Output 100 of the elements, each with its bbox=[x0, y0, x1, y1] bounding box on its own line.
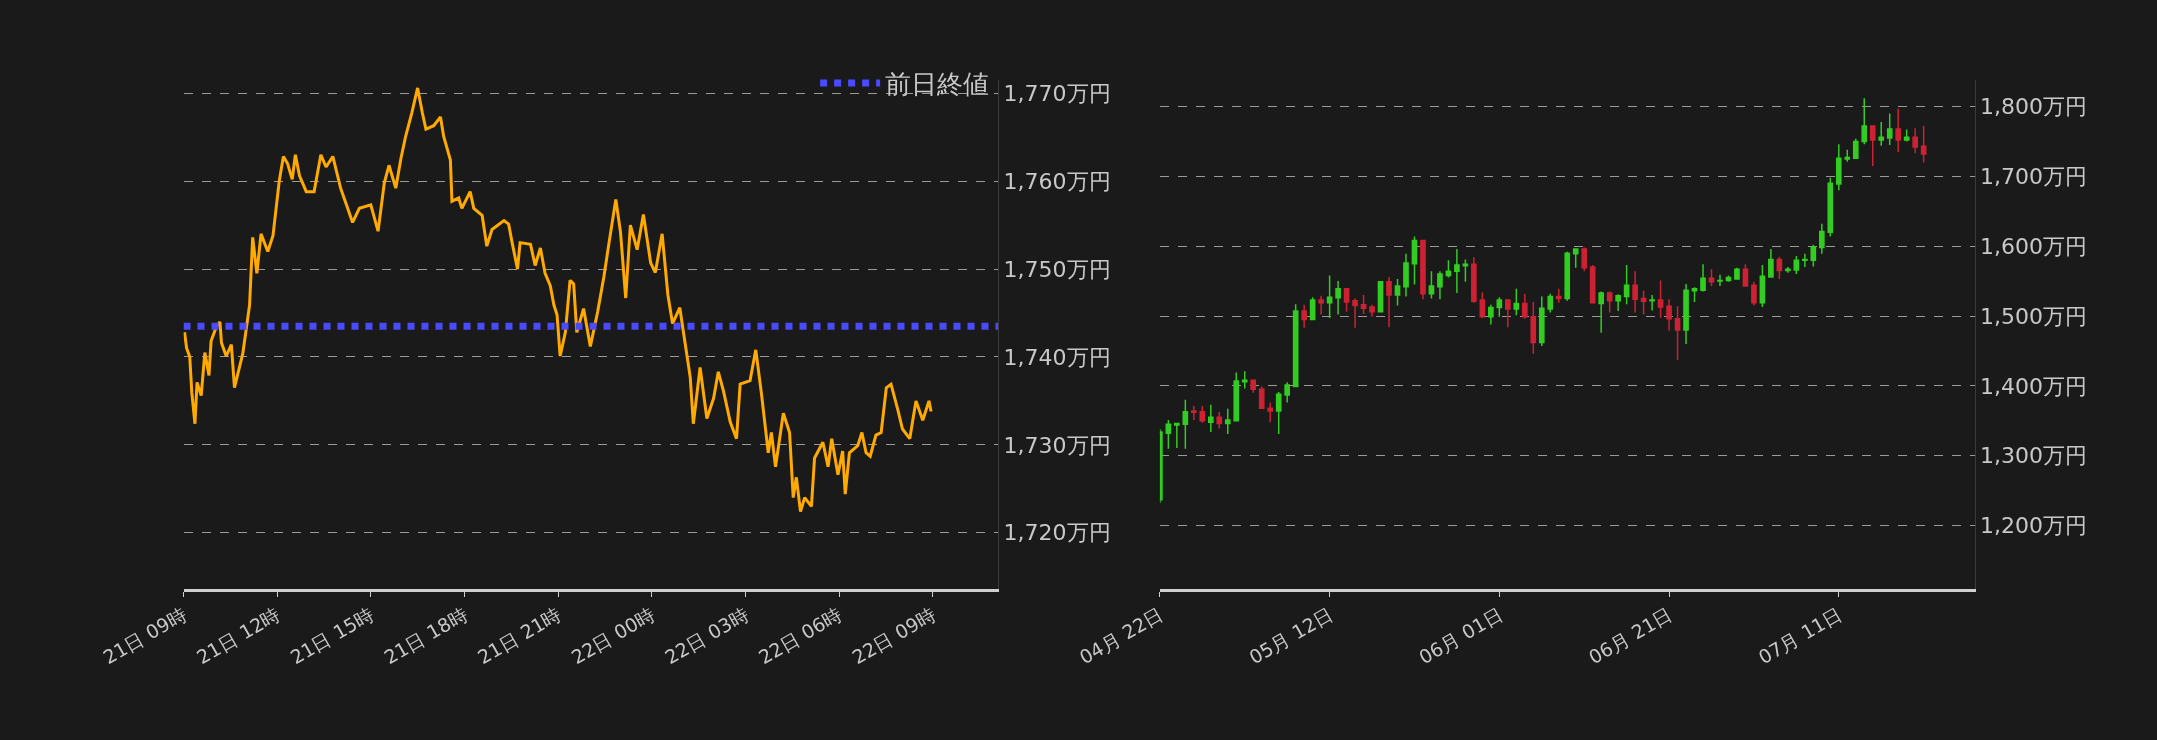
candlestick bbox=[1640, 290, 1647, 316]
candlestick bbox=[1886, 112, 1893, 146]
x-tick-label: 07月 11日 bbox=[1754, 602, 1846, 669]
candlestick bbox=[1852, 137, 1859, 160]
x-tick-label: 21日 12時 bbox=[192, 602, 284, 669]
candlestick bbox=[1912, 127, 1918, 155]
candlestick bbox=[1844, 149, 1851, 163]
candlestick bbox=[1233, 371, 1240, 423]
candlestick bbox=[1623, 264, 1630, 305]
y-tick-label: 1,720万円 bbox=[1003, 520, 1111, 546]
candlestick bbox=[1649, 294, 1655, 312]
candlestick bbox=[1734, 267, 1740, 281]
candlestick bbox=[1572, 247, 1579, 269]
candlestick bbox=[1835, 143, 1842, 192]
candlestick bbox=[1301, 304, 1307, 329]
candlestick bbox=[1878, 121, 1885, 147]
candlestick bbox=[1267, 401, 1274, 423]
candlestick bbox=[1420, 239, 1426, 300]
y-tick-label: 1,600万円 bbox=[1979, 233, 2087, 259]
x-tick-label: 21日 09時 bbox=[99, 602, 191, 669]
candlestick bbox=[1471, 256, 1477, 304]
x-tick-label: 21日 21時 bbox=[473, 602, 565, 669]
y-tick-label: 1,740万円 bbox=[1003, 344, 1111, 370]
candlestick bbox=[1768, 248, 1774, 279]
y-tick-label: 1,760万円 bbox=[1003, 168, 1111, 194]
candlestick bbox=[1581, 246, 1588, 273]
y-tick-label: 1,750万円 bbox=[1003, 256, 1111, 282]
candlestick bbox=[1827, 177, 1834, 238]
candlestick bbox=[1258, 385, 1265, 410]
y-tick-label: 1,770万円 bbox=[1003, 80, 1111, 106]
x-tick-label: 21日 15時 bbox=[286, 602, 378, 669]
x-tick-label: 21日 18時 bbox=[380, 602, 472, 669]
candlestick bbox=[1462, 258, 1469, 283]
candlestick bbox=[1555, 288, 1562, 304]
candlestick bbox=[1869, 124, 1876, 167]
y-tick-label: 1,700万円 bbox=[1979, 164, 2087, 190]
candlestick bbox=[1793, 255, 1800, 275]
candlestick bbox=[1657, 279, 1664, 319]
x-tick-label: 22日 03時 bbox=[661, 602, 753, 669]
candlestick bbox=[1411, 235, 1418, 286]
candlestick bbox=[1521, 292, 1528, 320]
candlestick bbox=[1394, 278, 1401, 307]
candlestick bbox=[1547, 292, 1554, 314]
candlestick bbox=[1700, 263, 1706, 293]
candlestick bbox=[1386, 276, 1392, 328]
x-tick-label: 22日 00時 bbox=[567, 602, 659, 669]
candlestick bbox=[1165, 419, 1172, 450]
candlestick bbox=[1742, 263, 1749, 288]
candlestick bbox=[1538, 295, 1545, 347]
y-tick-label: 1,500万円 bbox=[1979, 303, 2087, 329]
candlestick bbox=[1343, 287, 1350, 313]
x-tick-label: 04月 22日 bbox=[1075, 602, 1167, 669]
x-tick-label: 06月 01日 bbox=[1415, 602, 1507, 669]
candlestick bbox=[1530, 301, 1537, 355]
candlestick bbox=[1369, 304, 1375, 318]
candlestick bbox=[1182, 399, 1189, 450]
candlestick bbox=[1691, 286, 1698, 303]
candlestick bbox=[1513, 288, 1520, 317]
y-tick-label: 1,730万円 bbox=[1003, 432, 1111, 458]
candlestick bbox=[1216, 410, 1223, 430]
candlestick bbox=[1819, 223, 1825, 255]
candlestick bbox=[1454, 248, 1460, 294]
candlestick bbox=[1488, 304, 1494, 326]
candlestick bbox=[1606, 290, 1613, 314]
candlestick bbox=[1403, 253, 1409, 298]
y-tick-label: 1,300万円 bbox=[1979, 443, 2087, 469]
candlestick bbox=[1352, 297, 1358, 329]
x-tick-label: 06月 21日 bbox=[1584, 602, 1676, 669]
candlestick bbox=[1861, 97, 1868, 145]
candlestick bbox=[1920, 125, 1927, 164]
candlestick bbox=[1326, 274, 1333, 319]
candlestick bbox=[1666, 298, 1672, 332]
candlestick bbox=[1437, 270, 1443, 300]
candlestick bbox=[1717, 274, 1723, 287]
candlestick bbox=[1360, 294, 1367, 315]
candlestick bbox=[1191, 405, 1197, 421]
candlestick bbox=[1284, 381, 1291, 404]
candlestick bbox=[1428, 270, 1435, 300]
y-tick-label: 1,400万円 bbox=[1979, 373, 2087, 399]
candlestick bbox=[1174, 422, 1180, 449]
y-tick-label: 1,200万円 bbox=[1979, 513, 2087, 539]
legend-label: 前日終値 bbox=[885, 69, 990, 100]
candlestick bbox=[1275, 391, 1282, 435]
candlestick bbox=[1751, 281, 1757, 307]
candlestick bbox=[1903, 128, 1910, 141]
candlestick bbox=[1564, 251, 1571, 302]
x-tick-label: 22日 06時 bbox=[754, 602, 846, 669]
candlestick bbox=[1335, 280, 1341, 316]
candlestick bbox=[1598, 290, 1605, 334]
x-tick-label: 05月 12日 bbox=[1245, 602, 1337, 669]
candlestick bbox=[1785, 266, 1791, 274]
candlestick bbox=[1496, 296, 1503, 318]
candlestick bbox=[1199, 405, 1206, 424]
candlestick bbox=[1802, 253, 1808, 268]
candlestick bbox=[1632, 270, 1638, 314]
candlestick bbox=[1241, 370, 1248, 390]
candlestick bbox=[1759, 264, 1766, 308]
candlestick bbox=[1895, 107, 1902, 153]
candlestick bbox=[1250, 378, 1257, 394]
candlestick bbox=[1589, 264, 1596, 305]
